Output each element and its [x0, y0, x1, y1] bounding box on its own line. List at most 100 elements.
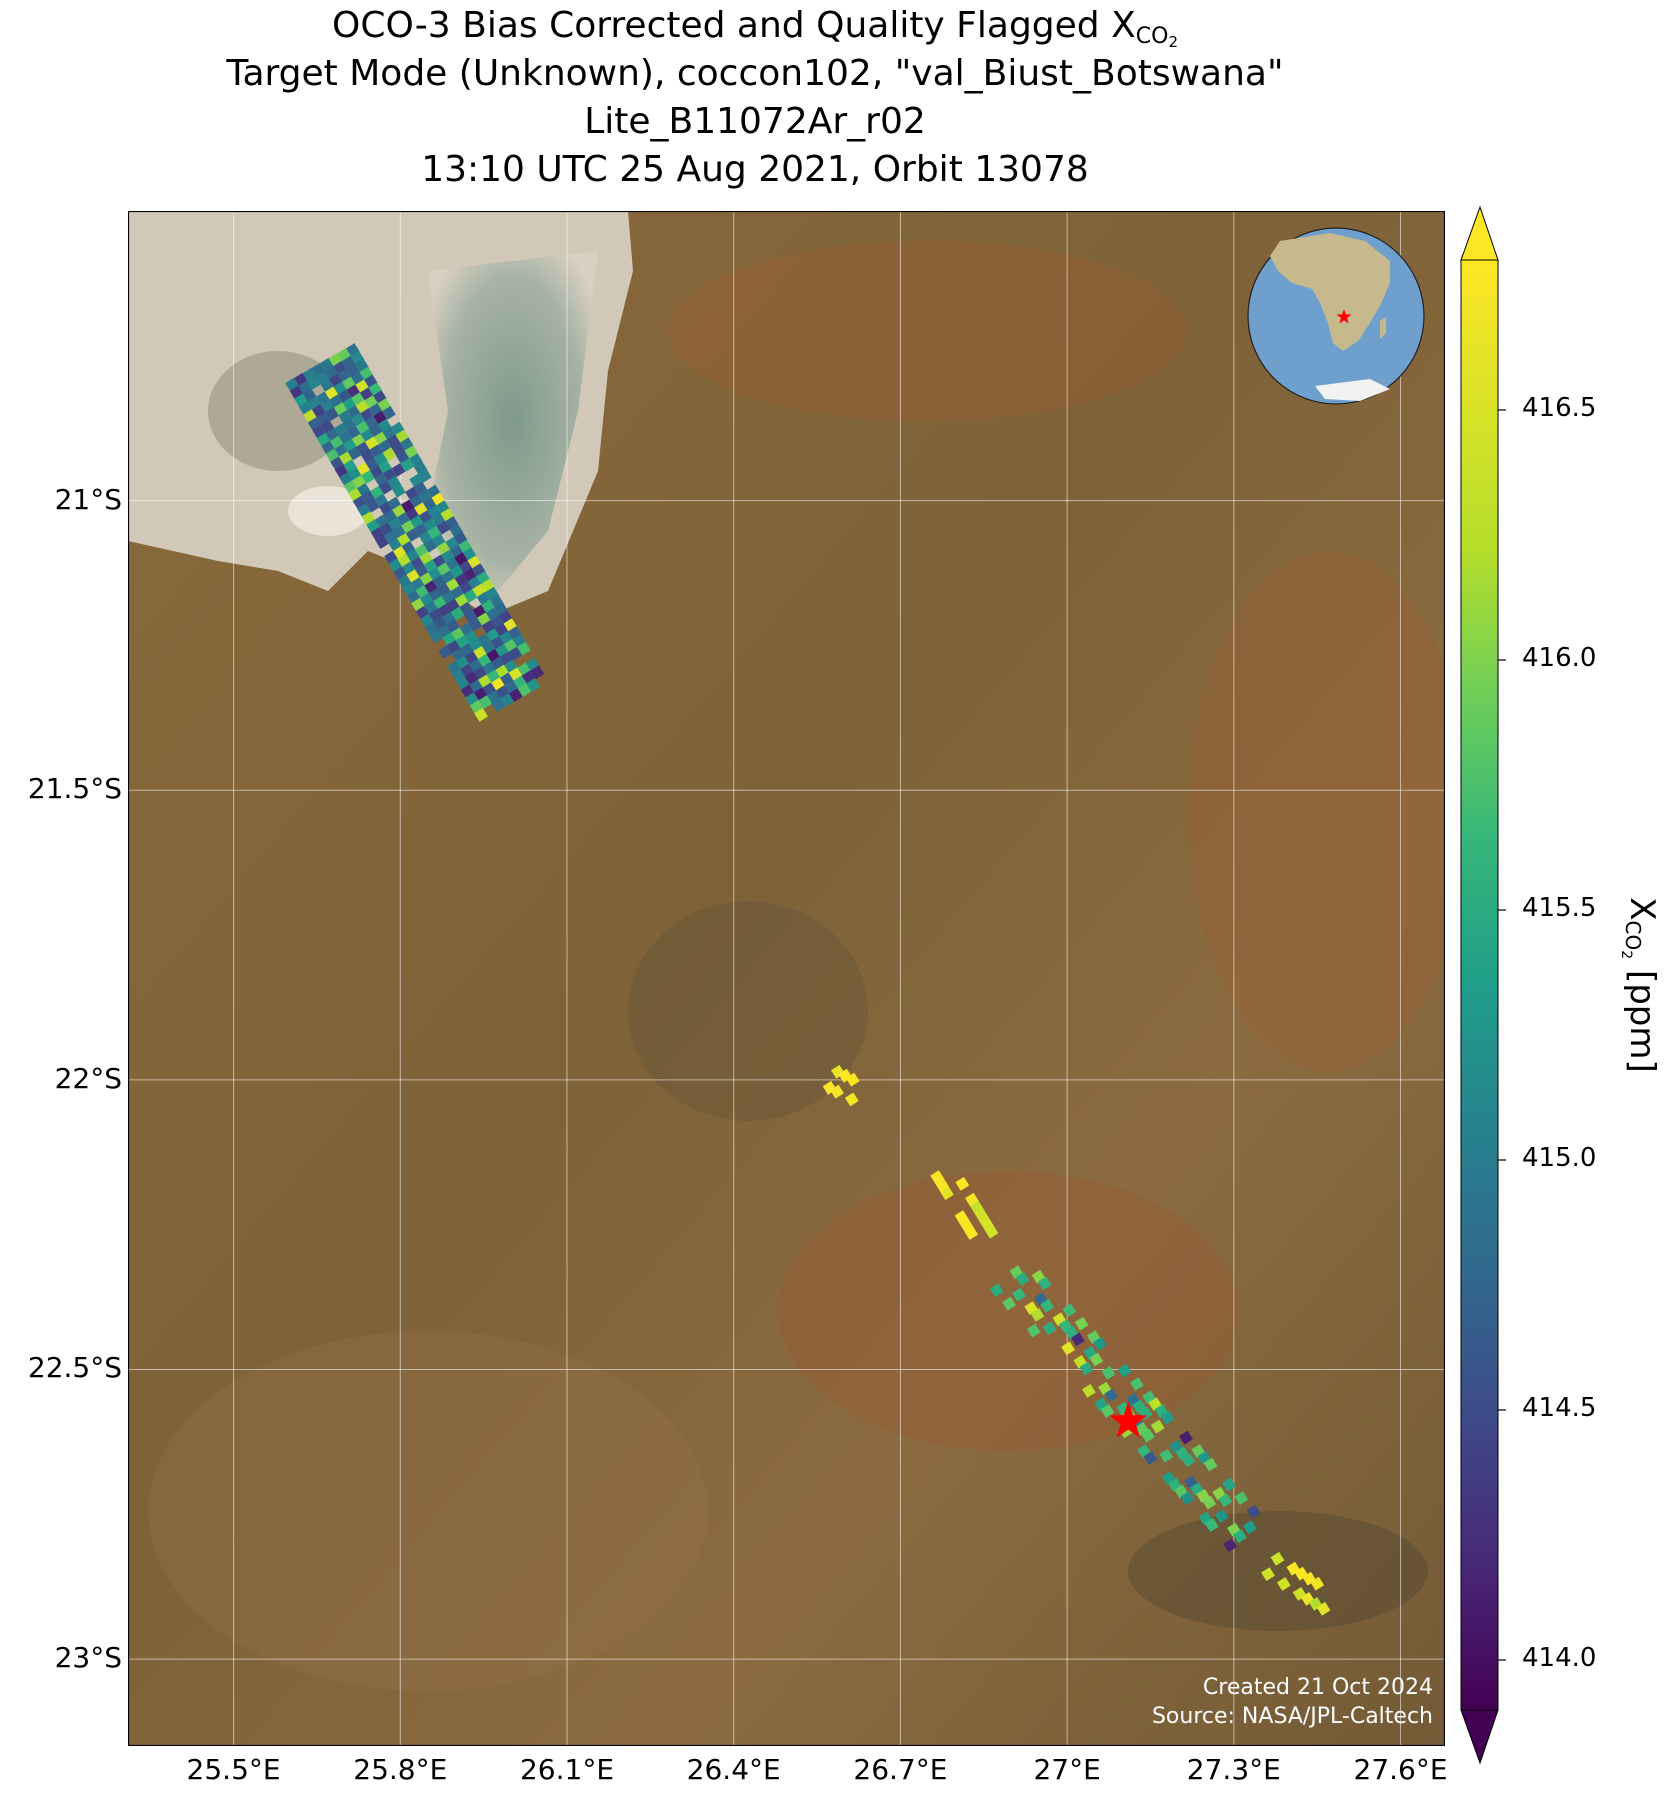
sounding-pixel [1082, 1384, 1096, 1398]
colorbar-tick-label: 415.0 [1522, 1143, 1597, 1173]
sounding-pixel [1026, 1323, 1041, 1338]
sounding-pixel [1042, 1321, 1057, 1336]
colorbar-label: XCO2 [ppm] [1618, 897, 1662, 1073]
lon-tick-label: 26.7°E [853, 1753, 948, 1786]
colorbar-tick-label: 415.5 [1522, 893, 1597, 923]
sounding-pixel [1276, 1577, 1291, 1591]
sounding-pixel [382, 447, 397, 462]
sounding-pixel [508, 688, 523, 702]
sounding-pixel [830, 1084, 844, 1099]
colorbar-tick-label: 414.5 [1522, 1393, 1597, 1423]
sounding-pixel [391, 463, 406, 477]
sounding-pixel [429, 629, 443, 644]
sounding-pixel [1223, 1538, 1238, 1553]
sounding-pixel [1214, 1509, 1229, 1523]
sounding-pixel [478, 695, 493, 709]
sounding-pixel [1310, 1576, 1325, 1591]
sounding-pixel [1100, 1404, 1115, 1418]
title-line-4: 13:10 UTC 25 Aug 2021, Orbit 13078 [421, 149, 1089, 190]
sounding-pixel [400, 458, 415, 472]
xco2-soundings [285, 343, 1331, 1616]
sounding-pixel [436, 521, 451, 535]
title-line-1: OCO-3 Bias Corrected and Quality Flagged… [331, 5, 1178, 51]
sounding-pixel [1117, 1363, 1132, 1378]
sounding-pixel [1181, 1453, 1196, 1467]
sounding-pixel [1204, 1518, 1219, 1532]
lon-tick-label: 27.6°E [1353, 1753, 1448, 1786]
sounding-pixel [1130, 1377, 1144, 1391]
globe-madagascar [1380, 317, 1386, 339]
sounding-pixel [1089, 1352, 1104, 1367]
sounding-pixel [405, 528, 420, 542]
sounding-pixel [984, 1224, 999, 1239]
credit-source: Source: NASA/JPL-Caltech [1151, 1704, 1433, 1729]
sounding-pixel [1234, 1491, 1249, 1505]
sounding-pixel [989, 1283, 1004, 1298]
sounding-pixel [491, 698, 506, 712]
map-frame [128, 211, 1445, 1746]
map-canvas[interactable] [128, 211, 1445, 1746]
graticule [128, 211, 1445, 1746]
sounding-pixel [391, 483, 406, 498]
lat-tick-label: 22.5°S [27, 1351, 122, 1385]
sounding-pixel [1062, 1303, 1077, 1318]
sounding-pixel [450, 606, 465, 621]
colorbar [1460, 205, 1506, 1765]
sounding-pixel [1074, 1316, 1089, 1331]
colorbar-bottom-arrow-icon [1460, 1709, 1499, 1765]
sounding-pixel [307, 375, 321, 390]
sounding-pixel [508, 646, 522, 661]
figure-title: OCO-3 Bias Corrected and Quality Flagged… [0, 0, 1669, 205]
sounding-pixel [474, 708, 488, 722]
inset-globe [1247, 227, 1425, 405]
sounding-pixel [382, 406, 396, 420]
sounding-pixel [1316, 1601, 1331, 1616]
sounding-pixel [1218, 1493, 1233, 1508]
sounding-pixel [940, 1186, 954, 1201]
sounding-pixel [365, 498, 380, 513]
sounding-pixel [1143, 1451, 1158, 1465]
sounding-pixel [1061, 1341, 1075, 1356]
sounding-pixel [1202, 1495, 1217, 1510]
site-marker-layer [1109, 1401, 1148, 1438]
sounding-pixel [1243, 1520, 1257, 1535]
sounding-pixel [463, 588, 478, 603]
site-marker-star-icon [1109, 1401, 1148, 1438]
lat-tick-label: 22°S [54, 1061, 122, 1095]
title-line-3: Lite_B11072Ar_r02 [584, 101, 926, 142]
globe-site-marker-icon [1336, 309, 1352, 324]
sounding-pixel [1012, 1287, 1026, 1302]
sounding-pixel [1093, 1336, 1107, 1351]
sounding-pixel [1222, 1477, 1236, 1492]
lon-tick-label: 26.4°E [686, 1753, 781, 1786]
colorbar-tick-label: 416.5 [1522, 393, 1597, 423]
sounding-pixel [516, 641, 531, 656]
sounding-pixel [1261, 1567, 1275, 1581]
lake [428, 251, 598, 591]
lat-tick-label: 21.5°S [27, 772, 122, 806]
sounding-pixel [844, 1092, 859, 1107]
globe-africa [1270, 233, 1390, 351]
sounding-pixel [361, 470, 375, 484]
colorbar-top-arrow-icon [1460, 205, 1499, 261]
sounding-pixel [1150, 1419, 1165, 1434]
colorbar-tick-label: 416.0 [1522, 643, 1597, 673]
sounding-pixel [1002, 1296, 1016, 1311]
lon-tick-label: 25.8°E [353, 1753, 448, 1786]
sounding-pixel [1203, 1457, 1218, 1472]
sounding-pixel [347, 446, 362, 461]
sounding-pixel [1101, 1366, 1116, 1380]
sounding-pixel [1159, 1448, 1174, 1463]
sounding-pixel [517, 683, 532, 697]
sounding-pixel [1030, 1307, 1045, 1322]
title-line-2: Target Mode (Unknown), coccon102, "val_B… [226, 53, 1284, 94]
sounding-pixel [378, 480, 393, 495]
sounding-pixel [1037, 1276, 1052, 1291]
lat-tick-label: 23°S [54, 1641, 122, 1675]
colorbar-gradient [1460, 259, 1499, 1711]
sounding-pixel [1040, 1298, 1055, 1313]
lon-tick-label: 26.1°E [519, 1753, 615, 1786]
sounding-pixel [1015, 1272, 1030, 1286]
map-panel[interactable] [128, 211, 1445, 1746]
sounding-pixel [1180, 1491, 1195, 1506]
